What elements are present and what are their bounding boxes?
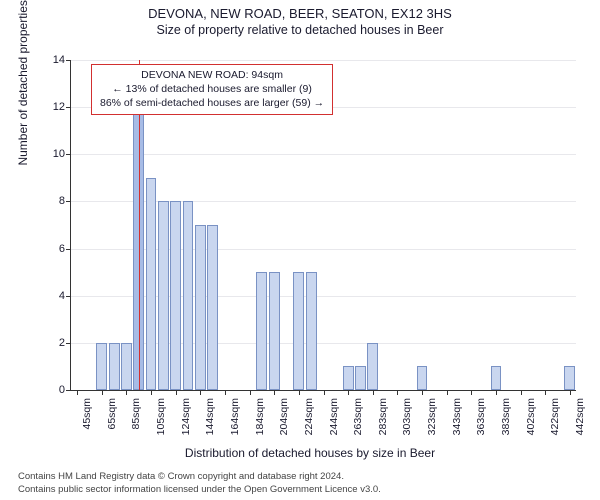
xtick-mark xyxy=(521,390,522,395)
xtick-label: 65sqm xyxy=(106,398,118,430)
xtick-label: 442sqm xyxy=(574,398,586,435)
chart-title-block: DEVONA, NEW ROAD, BEER, SEATON, EX12 3HS… xyxy=(0,0,600,37)
xtick-mark xyxy=(126,390,127,395)
xtick-mark xyxy=(77,390,78,395)
xtick-mark xyxy=(447,390,448,395)
ytick-mark xyxy=(66,107,71,108)
ytick-mark xyxy=(66,249,71,250)
xtick-mark xyxy=(151,390,152,395)
xtick-mark xyxy=(176,390,177,395)
bar xyxy=(121,343,132,390)
bar xyxy=(146,178,157,390)
footer-attribution: Contains HM Land Registry data © Crown c… xyxy=(18,471,381,496)
title-line1: DEVONA, NEW ROAD, BEER, SEATON, EX12 3HS xyxy=(0,6,600,21)
gridline xyxy=(71,60,576,61)
bar xyxy=(343,366,354,390)
annotation-box: DEVONA NEW ROAD: 94sqm← 13% of detached … xyxy=(91,64,333,115)
xtick-mark xyxy=(545,390,546,395)
bar xyxy=(195,225,206,390)
ytick-mark xyxy=(66,60,71,61)
footer-line1: Contains HM Land Registry data © Crown c… xyxy=(18,471,381,483)
xtick-mark xyxy=(397,390,398,395)
title-line2: Size of property relative to detached ho… xyxy=(0,23,600,37)
xtick-label: 244sqm xyxy=(328,398,340,435)
bar xyxy=(367,343,378,390)
ytick-mark xyxy=(66,296,71,297)
ytick-mark xyxy=(66,390,71,391)
ytick-mark xyxy=(66,154,71,155)
bar xyxy=(109,343,120,390)
bar xyxy=(170,201,181,390)
xtick-mark xyxy=(496,390,497,395)
xtick-mark xyxy=(471,390,472,395)
xtick-label: 303sqm xyxy=(401,398,413,435)
y-axis-label: Number of detached properties xyxy=(16,0,30,165)
ytick-label: 2 xyxy=(59,337,65,349)
xtick-label: 283sqm xyxy=(377,398,389,435)
footer-line2: Contains public sector information licen… xyxy=(18,484,381,496)
xtick-mark xyxy=(348,390,349,395)
annotation-line1: DEVONA NEW ROAD: 94sqm xyxy=(100,68,324,82)
xtick-label: 402sqm xyxy=(525,398,537,435)
bar xyxy=(207,225,218,390)
xtick-label: 124sqm xyxy=(180,398,192,435)
xtick-label: 164sqm xyxy=(229,398,241,435)
bar xyxy=(256,272,267,390)
ytick-mark xyxy=(66,343,71,344)
xtick-label: 263sqm xyxy=(352,398,364,435)
annotation-line3: 86% of semi-detached houses are larger (… xyxy=(100,96,324,110)
ytick-label: 12 xyxy=(53,101,65,113)
xtick-label: 184sqm xyxy=(254,398,266,435)
xtick-label: 323sqm xyxy=(426,398,438,435)
bar xyxy=(183,201,194,390)
bar xyxy=(96,343,107,390)
xtick-label: 343sqm xyxy=(451,398,463,435)
bar xyxy=(293,272,304,390)
xtick-mark xyxy=(225,390,226,395)
gridline xyxy=(71,154,576,155)
bar xyxy=(158,201,169,390)
ytick-label: 14 xyxy=(53,54,65,66)
ytick-mark xyxy=(66,201,71,202)
xtick-mark xyxy=(373,390,374,395)
bar xyxy=(355,366,366,390)
xtick-label: 144sqm xyxy=(204,398,216,435)
xtick-label: 45sqm xyxy=(81,398,93,430)
xtick-label: 224sqm xyxy=(303,398,315,435)
xtick-mark xyxy=(274,390,275,395)
xtick-label: 422sqm xyxy=(549,398,561,435)
xtick-label: 383sqm xyxy=(500,398,512,435)
ytick-label: 10 xyxy=(53,148,65,160)
bar xyxy=(491,366,502,390)
xtick-mark xyxy=(102,390,103,395)
ytick-label: 6 xyxy=(59,243,65,255)
ytick-label: 8 xyxy=(59,195,65,207)
xtick-label: 85sqm xyxy=(130,398,142,430)
ytick-label: 4 xyxy=(59,290,65,302)
xtick-label: 105sqm xyxy=(155,398,167,435)
xtick-mark xyxy=(570,390,571,395)
ytick-label: 0 xyxy=(59,384,65,396)
x-axis-label: Distribution of detached houses by size … xyxy=(40,446,580,460)
xtick-mark xyxy=(250,390,251,395)
bar xyxy=(417,366,428,390)
xtick-label: 363sqm xyxy=(475,398,487,435)
bar xyxy=(564,366,575,390)
plot-area: 02468101214DEVONA NEW ROAD: 94sqm← 13% o… xyxy=(70,60,576,391)
bar xyxy=(269,272,280,390)
chart-container: Number of detached properties 0246810121… xyxy=(40,50,580,430)
xtick-mark xyxy=(324,390,325,395)
xtick-mark xyxy=(200,390,201,395)
annotation-line2: ← 13% of detached houses are smaller (9) xyxy=(100,82,324,96)
xtick-mark xyxy=(299,390,300,395)
xtick-label: 204sqm xyxy=(278,398,290,435)
bar xyxy=(306,272,317,390)
xtick-mark xyxy=(422,390,423,395)
